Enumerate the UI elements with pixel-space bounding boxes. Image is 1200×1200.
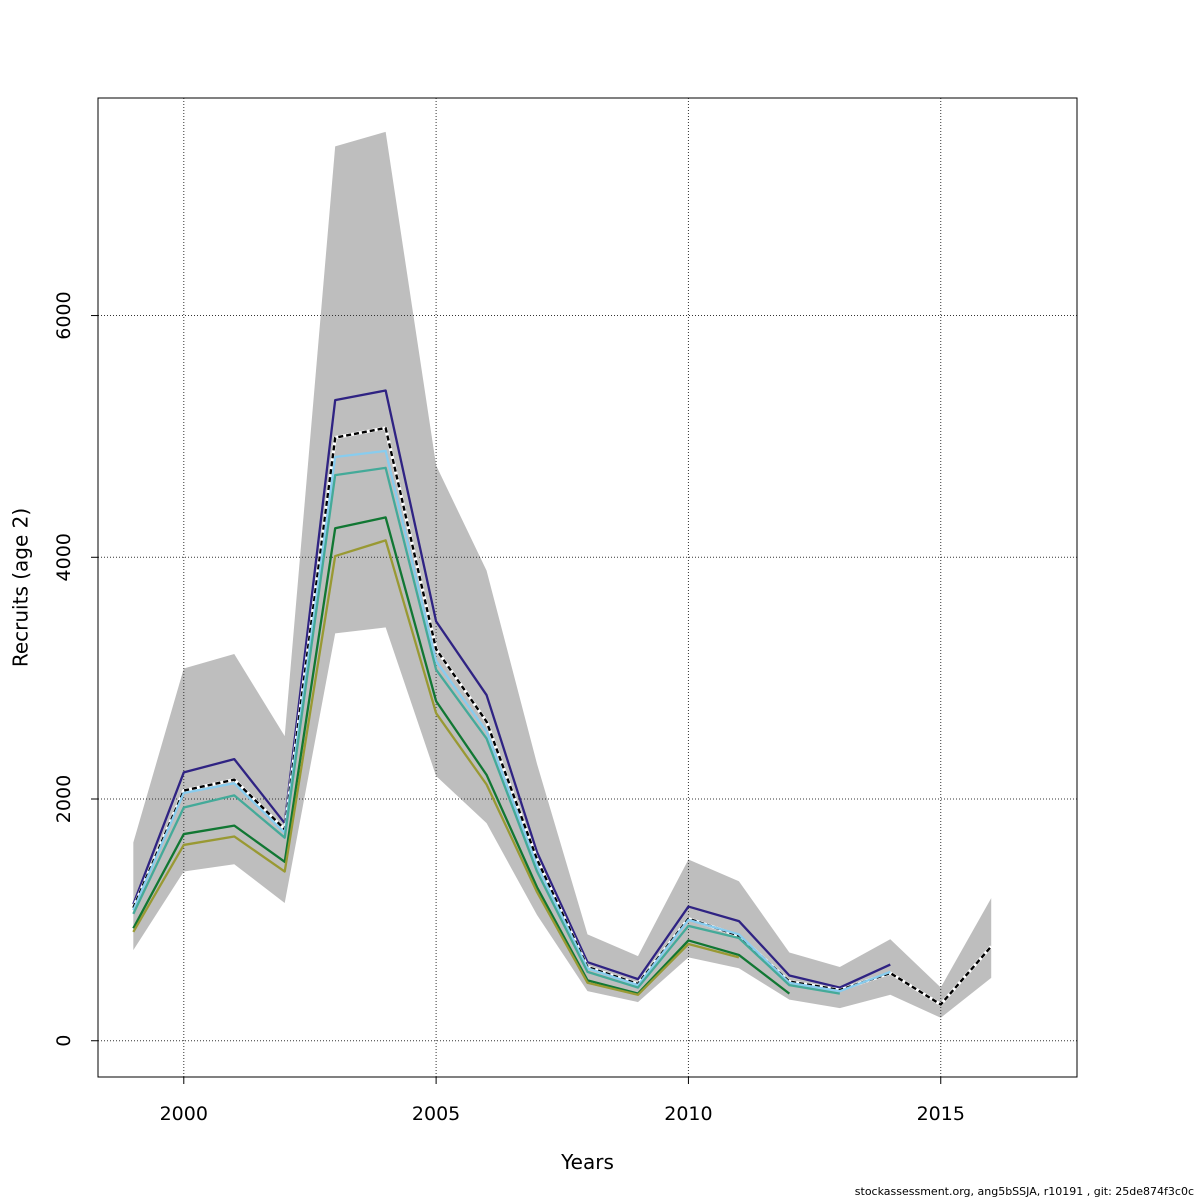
x-tick-label: 2010 bbox=[664, 1103, 712, 1125]
y-axis-title: Recruits (age 2) bbox=[9, 508, 33, 667]
y-tick-label: 2000 bbox=[53, 775, 75, 823]
footer-credit: stockassessment.org, ang5bSSJA, r10191 ,… bbox=[854, 1185, 1194, 1198]
series-line-3 bbox=[132, 449, 891, 993]
x-axis: 2000 2005 2010 2015 bbox=[160, 1077, 965, 1125]
x-tick-label: 2000 bbox=[160, 1103, 208, 1125]
y-tick-label: 0 bbox=[53, 1035, 75, 1047]
y-tick-label: 6000 bbox=[53, 291, 75, 339]
x-axis-title: Years bbox=[560, 1150, 614, 1174]
confidence-band bbox=[133, 131, 992, 1018]
series-line-4 bbox=[132, 466, 841, 995]
plot-frame bbox=[97, 97, 1078, 1078]
series-line-5 bbox=[132, 516, 791, 995]
grid-layer bbox=[98, 98, 1077, 1077]
x-tick-label: 2015 bbox=[917, 1103, 965, 1125]
y-tick-label: 4000 bbox=[53, 533, 75, 581]
x-tick-label: 2005 bbox=[412, 1103, 460, 1125]
series-line-1 bbox=[132, 389, 891, 989]
y-axis: 0 2000 4000 6000 bbox=[53, 291, 98, 1047]
confidence-band-layer bbox=[133, 131, 992, 1018]
series-layer bbox=[131, 389, 993, 1007]
series-line-6 bbox=[132, 539, 740, 996]
